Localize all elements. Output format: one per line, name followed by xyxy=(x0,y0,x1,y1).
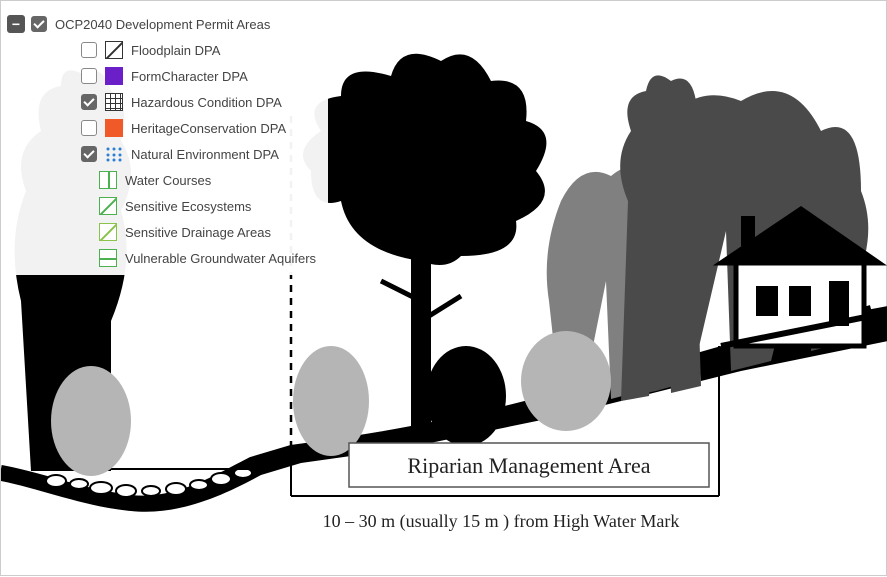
layer-heritage[interactable]: HeritageConservation DPA xyxy=(7,115,328,141)
sublayer-sensitive-drainage[interactable]: Sensitive Drainage Areas xyxy=(7,219,328,245)
root-label: OCP2040 Development Permit Areas xyxy=(55,17,270,32)
layer-label: Hazardous Condition DPA xyxy=(131,95,282,110)
layer-checkbox[interactable] xyxy=(81,120,97,136)
swatch-icon xyxy=(99,249,117,267)
swatch-icon xyxy=(105,93,123,111)
layer-label: Natural Environment DPA xyxy=(131,147,279,162)
root-checkbox[interactable] xyxy=(31,16,47,32)
layer-floodplain[interactable]: Floodplain DPA xyxy=(7,37,328,63)
swatch-icon xyxy=(105,41,123,59)
layer-checkbox[interactable] xyxy=(81,94,97,110)
layer-label: HeritageConservation DPA xyxy=(131,121,286,136)
layer-checkbox[interactable] xyxy=(81,68,97,84)
riparian-label: Riparian Management Area xyxy=(351,453,707,479)
swatch-icon xyxy=(99,223,117,241)
layer-checkbox[interactable] xyxy=(81,42,97,58)
swatch-icon xyxy=(105,67,123,85)
sublayer-sensitive-eco[interactable]: Sensitive Ecosystems xyxy=(7,193,328,219)
swatch-icon xyxy=(99,171,117,189)
swatch-icon xyxy=(105,119,123,137)
sublayer-label: Water Courses xyxy=(125,173,211,188)
sublayer-groundwater[interactable]: Vulnerable Groundwater Aquifers xyxy=(7,245,328,271)
swatch-icon xyxy=(99,197,117,215)
swatch-icon xyxy=(105,145,123,163)
layer-tree-panel: − OCP2040 Development Permit Areas Flood… xyxy=(7,7,328,275)
layer-formcharacter[interactable]: FormCharacter DPA xyxy=(7,63,328,89)
sublayer-water-courses[interactable]: Water Courses xyxy=(7,167,328,193)
layer-hazardous[interactable]: Hazardous Condition DPA xyxy=(7,89,328,115)
sublayer-label: Sensitive Ecosystems xyxy=(125,199,251,214)
sublayer-label: Sensitive Drainage Areas xyxy=(125,225,271,240)
distance-caption: 10 – 30 m (usually 15 m ) from High Wate… xyxy=(251,511,751,532)
layer-label: Floodplain DPA xyxy=(131,43,220,58)
collapse-toggle[interactable]: − xyxy=(7,15,25,33)
sublayer-label: Vulnerable Groundwater Aquifers xyxy=(125,251,316,266)
layer-label: FormCharacter DPA xyxy=(131,69,248,84)
layer-natural-env[interactable]: Natural Environment DPA xyxy=(7,141,328,167)
layer-root-row[interactable]: − OCP2040 Development Permit Areas xyxy=(7,11,328,37)
layer-checkbox[interactable] xyxy=(81,146,97,162)
